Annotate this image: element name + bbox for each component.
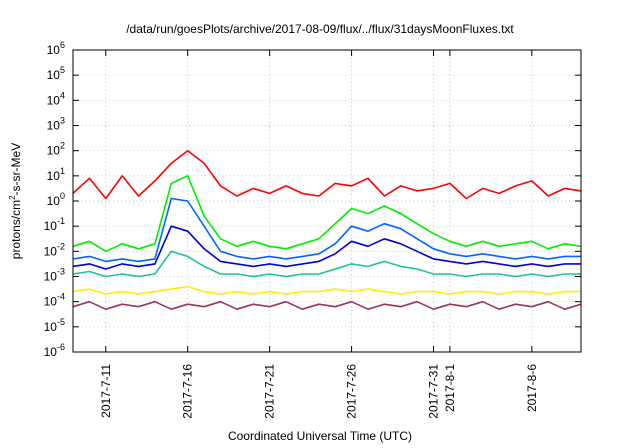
y-tick-base: 10 [47,43,61,57]
x-axis-label: Coordinated Universal Time (UTC) [228,429,412,443]
y-tick-exponent: 2 [60,141,65,151]
y-tick-exponent: -6 [57,342,65,352]
y-tick-label: 10-6 [44,342,65,359]
y-tick-exponent: 0 [60,191,65,201]
y-tick-label: 101 [47,166,65,183]
y-tick-label: 102 [47,141,65,158]
y-tick-label: 100 [47,191,65,208]
y-tick-base: 10 [44,219,58,233]
y-axis-label-part-2: -s-sr-MeV [9,143,23,196]
series-line-7 [72,300,582,310]
y-tick-base: 10 [47,169,61,183]
y-tick-base: 10 [44,295,58,309]
y-tick-exponent: 6 [60,40,65,50]
y-tick-exponent: 3 [60,116,65,126]
y-tick-exponent: -1 [57,216,65,226]
y-tick-label: 10-5 [44,317,65,334]
y-tick-exponent: 5 [60,65,65,75]
y-tick-label: 105 [47,65,65,82]
y-tick-label: 10-2 [44,241,65,258]
series-line-5 [72,250,581,278]
y-axis-label-superscript: 2 [8,195,17,200]
y-tick-base: 10 [44,270,58,284]
y-tick-exponent: 1 [60,166,65,176]
x-tick-label: 2017-8-6 [525,364,539,412]
series-line-1 [72,149,582,200]
y-tick-label: 10-3 [44,267,65,284]
x-tick-label: 2017-7-21 [263,364,277,419]
y-tick-label: 10-1 [44,216,65,233]
x-tick-label: 2017-8-1 [443,364,457,412]
y-tick-exponent: -3 [57,267,65,277]
y-tick-label: 106 [47,40,65,57]
series-line-4 [72,225,581,270]
y-tick-exponent: -2 [57,241,65,251]
series-line-2 [72,175,582,253]
y-axis-ticks: 10-610-510-410-310-210-11001011021031041… [44,40,581,359]
y-tick-base: 10 [47,144,61,158]
series-line-3 [72,197,581,263]
y-axis-label-part-1: protons/cm [9,200,23,259]
x-tick-label: 2017-7-26 [345,364,359,419]
y-tick-base: 10 [47,194,61,208]
y-tick-label: 103 [47,116,65,133]
y-tick-base: 10 [44,345,58,359]
y-tick-base: 10 [47,93,61,107]
y-tick-base: 10 [47,68,61,82]
x-tick-label: 2017-7-11 [99,364,113,418]
chart-title: /data/run/goesPlots/archive/2017-08-09/f… [126,22,514,36]
y-tick-exponent: -5 [57,317,65,327]
series-line-6 [72,285,581,295]
y-tick-exponent: -4 [57,292,65,302]
x-tick-label: 2017-7-31 [427,364,441,419]
series-lines [72,149,582,310]
y-tick-exponent: 4 [60,90,65,100]
y-tick-base: 10 [47,119,61,133]
x-tick-label: 2017-7-16 [181,364,195,419]
y-axis-label: protons/cm2-s-sr-MeV [8,143,23,259]
y-tick-base: 10 [44,320,58,334]
y-tick-label: 104 [47,90,65,107]
y-tick-base: 10 [44,244,58,258]
y-tick-label: 10-4 [44,292,65,309]
x-axis-ticks: 2017-7-11 2017-7-16 2017-7-21 2017-7-26 2017… [99,50,539,419]
